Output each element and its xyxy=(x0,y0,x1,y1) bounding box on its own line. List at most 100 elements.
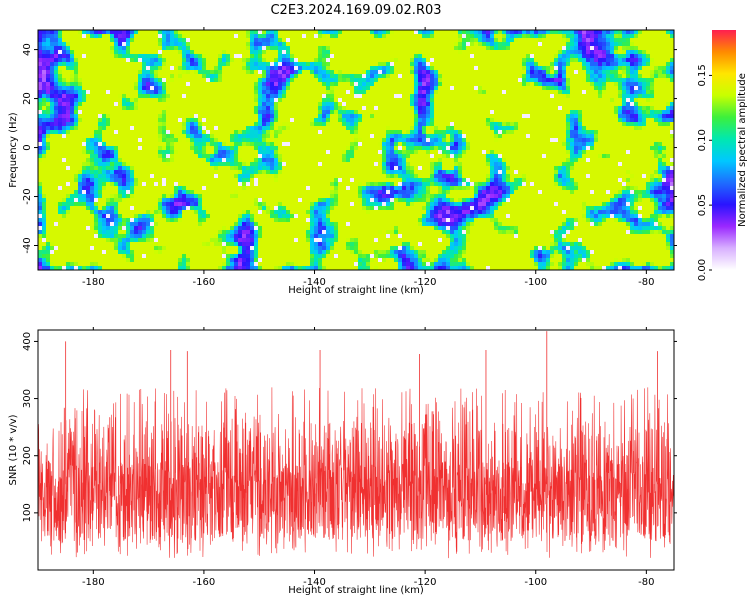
heatmap-cell xyxy=(174,150,179,155)
heatmap-cell xyxy=(618,102,623,107)
heatmap-cell xyxy=(150,134,155,139)
heatmap-cell xyxy=(442,42,447,47)
heatmap-cell xyxy=(378,110,383,115)
heatmap-cell xyxy=(46,30,51,35)
heatmap-cell xyxy=(514,150,519,155)
heatmap-cell xyxy=(526,62,531,67)
heatmap-cell xyxy=(586,54,591,59)
heatmap-cell xyxy=(166,42,171,47)
heatmap-cell xyxy=(634,66,639,71)
heatmap-cell xyxy=(250,102,255,107)
heatmap-cell xyxy=(214,66,219,71)
heatmap-cell xyxy=(538,134,543,139)
heatmap-cell xyxy=(386,90,391,95)
heatmap-cell xyxy=(138,30,143,35)
heatmap-cell xyxy=(138,114,143,119)
heatmap-cell xyxy=(618,106,623,111)
heatmap-cell xyxy=(526,146,531,151)
heatmap-cell xyxy=(62,70,67,75)
heatmap-cell xyxy=(646,146,651,151)
heatmap-cell xyxy=(242,66,247,71)
heatmap-cell xyxy=(182,90,187,95)
heatmap-cell xyxy=(282,38,287,43)
heatmap-cell xyxy=(370,46,375,51)
heatmap-cell xyxy=(42,74,47,79)
heatmap-cell xyxy=(82,50,87,55)
heatmap-cell xyxy=(370,50,375,55)
heatmap-cell xyxy=(382,66,387,71)
heatmap-cell xyxy=(258,102,263,107)
heatmap-cell xyxy=(170,154,175,159)
heatmap-cell xyxy=(90,138,95,143)
heatmap-cell xyxy=(638,70,643,75)
heatmap-cell xyxy=(194,146,199,151)
heatmap-cell xyxy=(166,54,171,59)
heatmap-cell xyxy=(378,122,383,127)
heatmap-cell xyxy=(318,46,323,51)
heatmap-cell xyxy=(374,38,379,43)
heatmap-cell xyxy=(406,74,411,79)
heatmap-cell xyxy=(174,114,179,119)
heatmap-cell xyxy=(414,62,419,67)
heatmap-cell xyxy=(354,34,359,39)
heatmap-cell xyxy=(638,82,643,87)
heatmap-cell xyxy=(342,54,347,59)
heatmap-cell xyxy=(254,114,259,119)
heatmap-cell xyxy=(286,34,291,39)
heatmap-cell xyxy=(158,126,163,131)
heatmap-cell xyxy=(290,98,295,103)
heatmap-cell xyxy=(310,42,315,47)
heatmap-cell xyxy=(670,46,674,51)
heatmap-cell xyxy=(626,70,631,75)
heatmap-cell xyxy=(558,38,563,43)
heatmap-cell xyxy=(170,90,175,95)
heatmap-cell xyxy=(454,110,459,115)
heatmap-cell xyxy=(282,42,287,47)
heatmap-cell xyxy=(130,114,135,119)
heatmap-cell xyxy=(578,102,583,107)
heatmap-cell xyxy=(122,146,127,151)
heatmap-cell xyxy=(390,78,395,83)
heatmap-cell xyxy=(286,114,291,119)
heatmap-cell xyxy=(350,82,355,87)
heatmap-cell xyxy=(134,106,139,111)
heatmap-cell xyxy=(274,66,279,71)
heatmap-cell xyxy=(134,118,139,123)
heatmap-cell xyxy=(214,118,219,123)
heatmap-cell xyxy=(490,106,495,111)
heatmap-cell xyxy=(570,150,575,155)
heatmap-cell xyxy=(646,98,651,103)
heatmap-cell xyxy=(182,118,187,123)
heatmap-cell xyxy=(438,86,443,91)
heatmap-cell xyxy=(374,34,379,39)
heatmap-cell xyxy=(334,138,339,143)
heatmap-cell xyxy=(666,46,671,51)
heatmap-cell xyxy=(486,138,491,143)
heatmap-cell xyxy=(346,38,351,43)
heatmap-cell xyxy=(162,110,167,115)
heatmap-cell xyxy=(602,30,607,35)
heatmap-cell xyxy=(630,142,635,147)
heatmap-cell xyxy=(626,82,631,87)
heatmap-cell xyxy=(210,94,215,99)
heatmap-cell xyxy=(74,126,79,131)
heatmap-cell xyxy=(670,78,674,83)
heatmap-cell xyxy=(158,38,163,43)
heatmap-cell xyxy=(498,90,503,95)
heatmap-cell xyxy=(390,122,395,127)
heatmap-cell xyxy=(586,38,591,43)
heatmap-cell xyxy=(210,54,215,59)
heatmap-cell xyxy=(450,50,455,55)
heatmap-cell xyxy=(506,66,511,71)
heatmap-cell xyxy=(390,126,395,131)
heatmap-cell xyxy=(282,114,287,119)
heatmap-cell xyxy=(398,66,403,71)
heatmap-cell xyxy=(650,46,655,51)
heatmap-cell xyxy=(390,110,395,115)
heatmap-cell xyxy=(274,118,279,123)
heatmap-cell xyxy=(246,30,251,35)
heatmap-cell xyxy=(274,30,279,35)
heatmap-cell xyxy=(54,146,59,151)
heatmap-cell xyxy=(570,70,575,75)
heatmap-cell xyxy=(490,58,495,63)
